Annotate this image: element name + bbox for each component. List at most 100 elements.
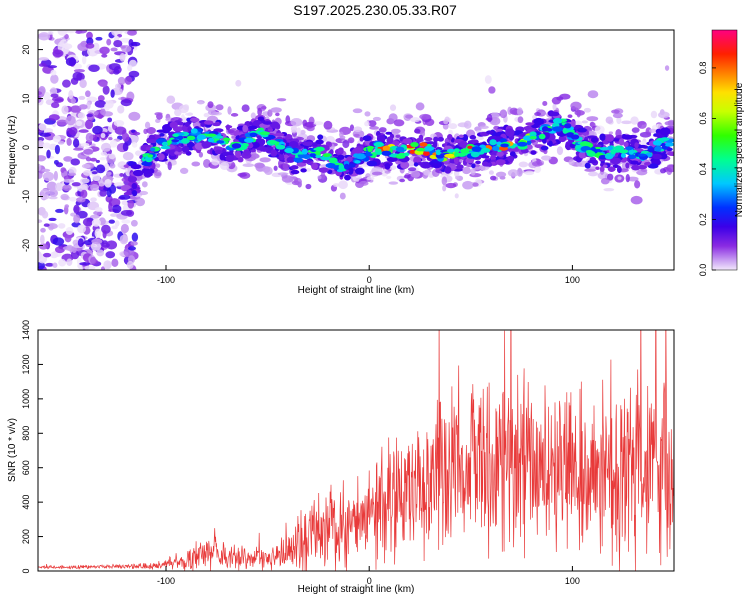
spectrogram-halo-cell: [419, 113, 432, 120]
spectrogram-noise-cell: [88, 64, 100, 72]
spectrogram-ridge-cell: [315, 146, 325, 152]
spectrogram-halo-cell: [645, 127, 652, 136]
spectrogram-noise-cell: [82, 170, 92, 176]
spectrogram-ridge-cell: [150, 147, 156, 152]
spectrogram-noise-cell: [42, 171, 55, 182]
spectrogram-halo-cell: [144, 121, 151, 129]
spectrogram-noise-cell: [38, 123, 47, 131]
spectrogram-noise-cell: [103, 260, 112, 270]
spectrogram-halo-cell: [384, 170, 391, 174]
spectrogram-band-cell: [623, 141, 629, 148]
spectrogram-noise-cell: [47, 31, 54, 35]
spectrogram-ridge-cell: [570, 134, 580, 140]
spectrogram-halo-cell: [270, 107, 282, 113]
spectrogram-noise-cell: [77, 112, 85, 119]
spectrogram-ridge-cell: [244, 137, 254, 143]
spectrogram-noise-cell: [62, 184, 72, 191]
spectrogram-noise-cell: [69, 105, 82, 113]
spectrogram-band-cell: [533, 117, 544, 126]
spectrogram-band-cell: [465, 157, 475, 164]
spectrogram-ridge-cell: [381, 150, 392, 156]
spectrogram-noise-cell: [117, 105, 125, 114]
spectrogram-ridge-cell: [315, 154, 322, 159]
spectrogram-noise-cell: [47, 223, 58, 230]
spectrogram-halo-cell: [275, 112, 280, 117]
spectrogram-halo-cell: [259, 157, 271, 163]
spectrogram-halo-cell: [576, 109, 581, 118]
snr-y-tick-label: 1000: [21, 389, 31, 409]
spectrogram-noise-cell: [38, 62, 47, 67]
spectrogram-noise-cell: [84, 265, 96, 270]
spectrogram-noise-cell: [48, 196, 58, 200]
snr-y-tick-label: 200: [21, 529, 31, 544]
spectrogram-band-cell: [242, 124, 249, 133]
spectrogram-band-cell: [127, 175, 138, 183]
spectrogram-halo-cell: [320, 171, 326, 180]
spectrogram-ridge-cell: [249, 132, 258, 138]
spectrogram-band-cell: [495, 159, 506, 166]
spectrogram-noise-cell: [73, 68, 86, 73]
spectrogram-halo-cell: [631, 127, 640, 133]
spectrogram-noise-cell: [127, 30, 138, 36]
spectrogram-noise-cell: [113, 119, 125, 127]
spectrogram-ridge-cell: [424, 146, 435, 151]
spectrogram-noise-cell: [62, 43, 73, 50]
spectrogram-noise-cell: [92, 125, 103, 135]
spectrogram-ridge-cell: [456, 152, 467, 157]
spectrogram-noise-cell: [40, 234, 45, 245]
spectrogram-noise-cell: [42, 142, 51, 149]
spectrogram-noise-cell: [101, 53, 108, 58]
spectrogram-ridge-cell: [367, 147, 373, 153]
spectrogram-noise-cell: [68, 89, 74, 100]
snr-x-tick-label: 0: [367, 576, 372, 586]
spectrogram-band-cell: [505, 128, 515, 137]
spectrogram-noise-cell: [46, 181, 57, 191]
spectrogram-halo-cell: [353, 133, 360, 138]
spectrogram-halo-cell: [472, 182, 479, 187]
spectrogram-halo-cell: [135, 150, 142, 156]
spectrogram-noise-cell: [73, 147, 84, 151]
spectrogram-halo-cell: [179, 167, 189, 175]
spectrogram-halo-cell: [141, 181, 148, 188]
spectrogram-band-cell: [174, 151, 179, 155]
spectrogram-noise-cell: [111, 225, 118, 230]
spectrogram-band-cell: [416, 161, 425, 166]
spectrogram-noise-cell: [114, 126, 127, 135]
spectrogram-band-cell: [274, 132, 285, 137]
spectrogram-halo-cell: [183, 104, 190, 111]
spectrogram-halo-cell: [410, 117, 421, 123]
spectrogram-noise-cell: [90, 214, 100, 219]
spectrogram-halo-cell: [541, 111, 547, 116]
spectrogram-ridge-cell: [181, 137, 190, 144]
colorbar-tick-label: 0.2: [698, 213, 708, 226]
spectrogram-band-cell: [612, 164, 619, 169]
spectrogram-noise-cell: [113, 69, 120, 75]
spectrogram-noise-cell: [94, 228, 102, 239]
snr-y-ticks: 0 200 400 600 800 1000 1200 1400: [21, 320, 43, 574]
spectrogram-noise-cell: [114, 220, 120, 227]
spectrogram-halo-cell: [364, 121, 370, 127]
spectrogram-noise-cell: [95, 159, 101, 163]
spectrogram-noise-cell: [104, 162, 110, 172]
spectrogram-band-cell: [296, 162, 307, 167]
spectrogram-noise-cell: [100, 133, 106, 139]
spectrogram-noise-cell: [100, 151, 108, 156]
spectrogram-band-cell: [300, 168, 307, 173]
spectrogram-band-cell: [495, 128, 503, 132]
spectrogram-ridge-cell: [196, 134, 206, 140]
spectrogram-halo-cell: [516, 107, 523, 116]
spectrogram-noise-cell: [108, 63, 121, 71]
spectrogram-ridge-cell: [598, 154, 607, 160]
colorbar-gradient: [711, 29, 738, 271]
colorbar-tick-label: 0.8: [698, 62, 708, 75]
spectrogram-band-cell: [402, 138, 413, 145]
spectrogram-halo-cell: [358, 180, 369, 186]
spectrogram-halo-cell: [462, 180, 474, 190]
spectrogram-noise-cell: [85, 90, 91, 98]
spectrogram-band-cell: [616, 165, 622, 174]
spectrogram-noise-cell: [92, 172, 101, 182]
spectrogram-halo-cell: [534, 112, 541, 117]
spectrogram-band-cell: [599, 133, 606, 141]
